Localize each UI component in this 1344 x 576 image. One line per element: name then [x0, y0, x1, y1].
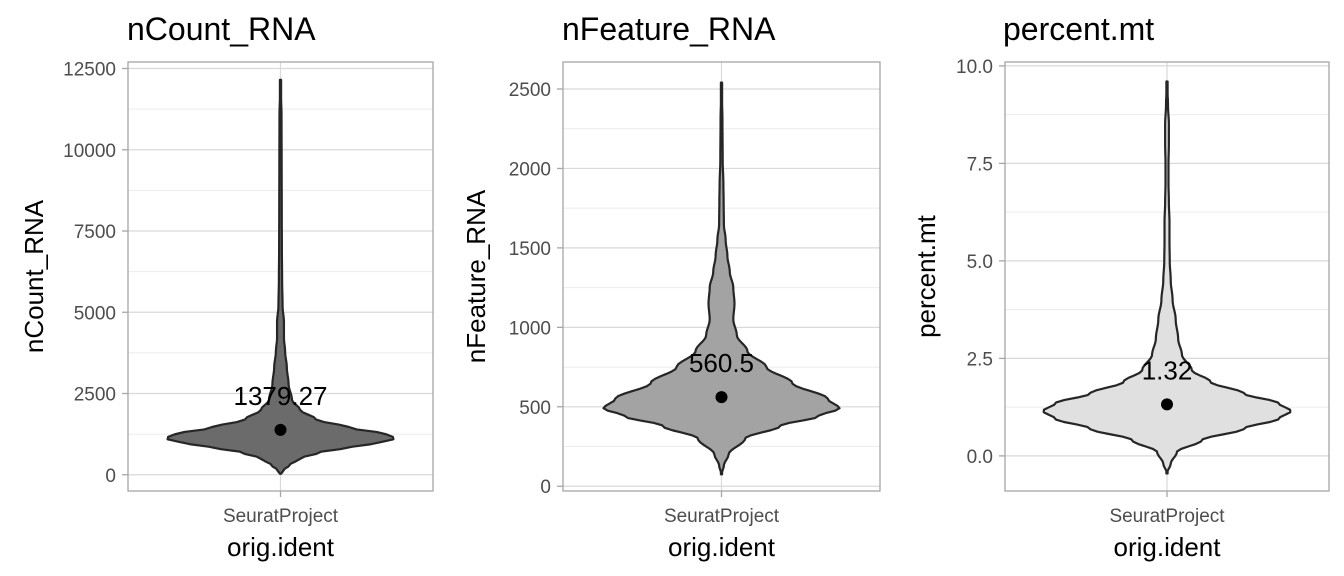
y-tick-label: 0 [105, 466, 116, 487]
x-tick-label: SeuratProject [1109, 506, 1225, 527]
y-tick-label: 12500 [63, 60, 116, 81]
median-label: 560.5 [689, 348, 754, 378]
y-axis-label: nCount_RNA [19, 199, 49, 353]
x-axis-label: orig.ident [227, 532, 335, 562]
y-tick-label: 1500 [509, 239, 551, 260]
y-tick-label: 10.0 [956, 57, 993, 78]
y-axis-label: nFeature_RNA [461, 189, 491, 363]
chart-title: nCount_RNA [127, 11, 316, 47]
median-point [274, 423, 287, 436]
y-tick-label: 1000 [509, 318, 551, 339]
median-label: 1.32 [1142, 355, 1193, 385]
panel-1: 1379.27 0 2500 5000 7500 10000 12500 SeuratProj… [19, 11, 434, 562]
x-tick-label: SeuratProject [664, 506, 780, 527]
y-tick-label: 2500 [74, 385, 116, 406]
chart-title: nFeature_RNA [562, 11, 776, 47]
violin-shape [602, 81, 841, 476]
median-point [715, 391, 728, 404]
y-tick-label: 5.0 [967, 252, 993, 273]
median-point [1161, 398, 1173, 411]
y-tick-label: 500 [519, 398, 551, 419]
y-tick-label: 2500 [509, 80, 551, 101]
y-tick-label: 7.5 [967, 154, 993, 175]
panel-3: 1.32 0.0 2.5 5.0 7.5 10.0 SeuratProject orig.id… [911, 11, 1330, 562]
y-tick-label: 2000 [509, 159, 551, 180]
x-tick-label: SeuratProject [223, 506, 339, 527]
y-tick-label: 5000 [74, 303, 116, 324]
panel-2: 560.5 0 500 1000 1500 2000 2500 SeuratProject or… [461, 11, 881, 562]
median-label: 1379.27 [234, 381, 328, 411]
violin-shape [1042, 80, 1292, 475]
y-tick-label: 10000 [63, 141, 116, 162]
violin-shape [166, 78, 395, 475]
y-tick-label: 7500 [74, 222, 116, 243]
y-tick-label: 0.0 [967, 447, 993, 468]
chart-title: percent.mt [1003, 11, 1154, 47]
y-tick-label: 2.5 [967, 349, 993, 370]
y-tick-label: 0 [540, 477, 551, 498]
y-axis-label: percent.mt [911, 214, 941, 338]
x-axis-label: orig.ident [668, 532, 776, 562]
x-axis-label: orig.ident [1114, 532, 1222, 562]
